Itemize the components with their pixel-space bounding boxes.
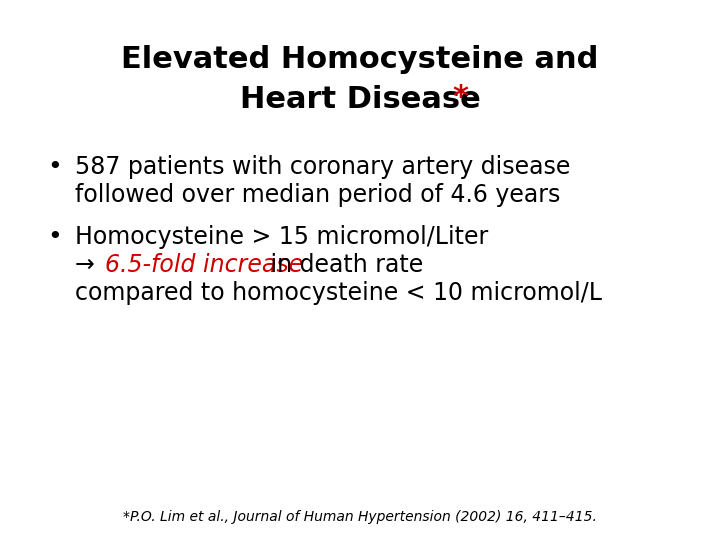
Text: →: → (75, 253, 102, 277)
Text: 6.5-fold increase: 6.5-fold increase (105, 253, 303, 277)
Text: Heart Disease: Heart Disease (240, 85, 480, 114)
Text: •: • (48, 155, 63, 179)
Text: *P.O. Lim et al., Journal of Human Hypertension (2002) 16, 411–415.: *P.O. Lim et al., Journal of Human Hyper… (123, 510, 597, 524)
Text: Homocysteine > 15 micromol/Liter: Homocysteine > 15 micromol/Liter (75, 225, 488, 249)
Text: followed over median period of 4.6 years: followed over median period of 4.6 years (75, 183, 560, 207)
Text: *: * (452, 83, 468, 112)
Text: •: • (48, 225, 63, 249)
Text: compared to homocysteine < 10 micromol/L: compared to homocysteine < 10 micromol/L (75, 281, 602, 305)
Text: 587 patients with coronary artery disease: 587 patients with coronary artery diseas… (75, 155, 570, 179)
Text: Elevated Homocysteine and: Elevated Homocysteine and (121, 45, 599, 74)
Text: in death rate: in death rate (263, 253, 423, 277)
